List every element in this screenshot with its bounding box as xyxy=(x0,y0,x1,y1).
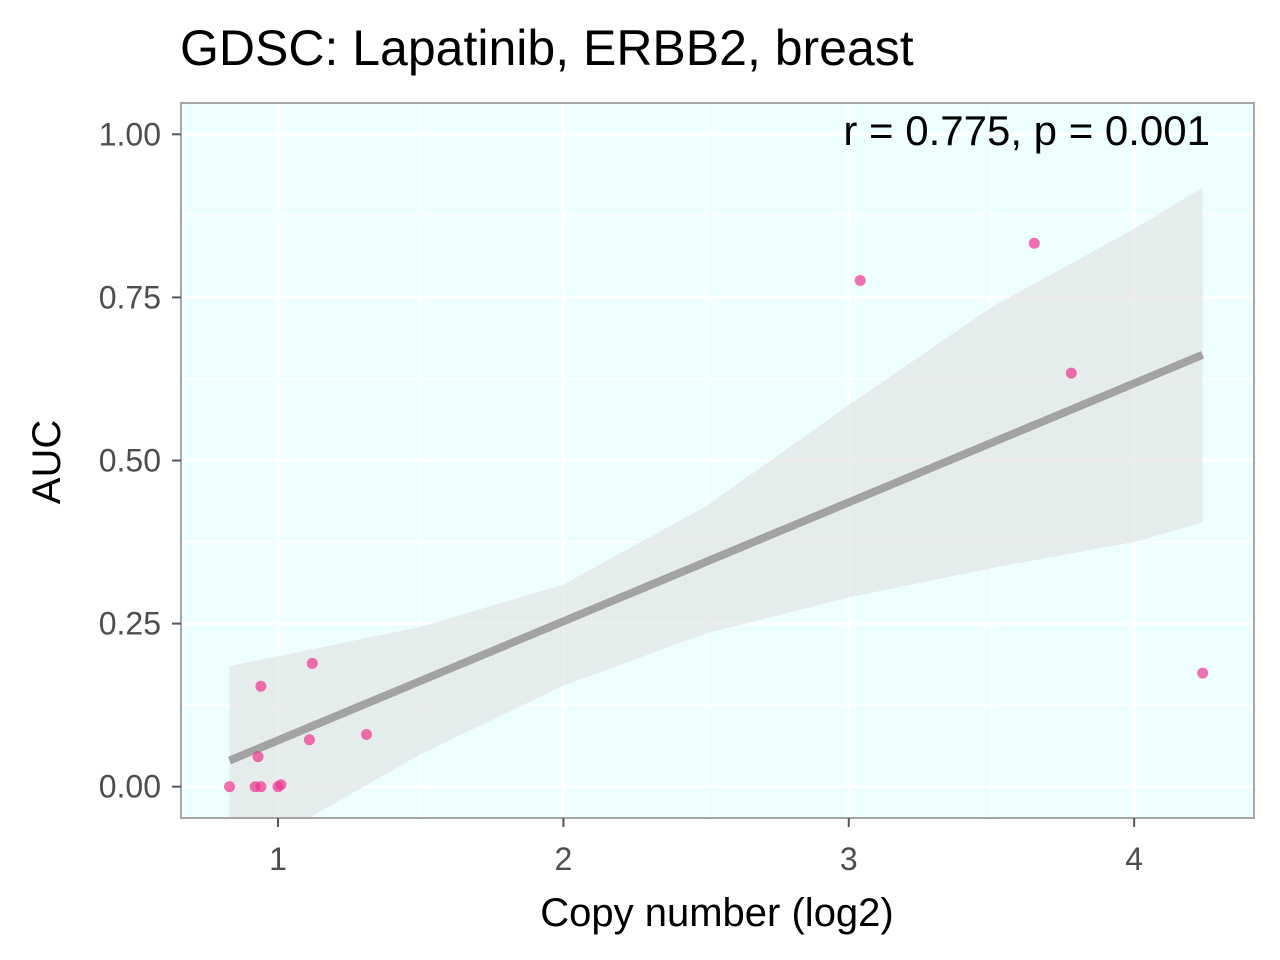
data-points xyxy=(224,237,1209,793)
x-axis: 1 2 3 4 xyxy=(269,818,1143,877)
y-axis-title: AUC xyxy=(25,420,69,504)
data-point-13 xyxy=(1065,367,1077,379)
y-axis: 0.00 0.25 0.50 0.75 1.00 xyxy=(99,116,181,805)
y-tick-label: 0.25 xyxy=(99,606,161,642)
data-point-9 xyxy=(306,657,318,669)
x-tick-label: 3 xyxy=(840,841,858,877)
data-point-7 xyxy=(275,779,287,791)
x-axis-title: Copy number (log2) xyxy=(540,891,894,935)
y-tick-label: 0.50 xyxy=(99,443,161,479)
y-tick-label: 0.00 xyxy=(99,769,161,805)
data-point-14 xyxy=(1197,667,1209,679)
data-point-10 xyxy=(360,728,372,740)
y-tick-label: 1.00 xyxy=(99,116,161,152)
chart-title: GDSC: Lapatinib, ERBB2, breast xyxy=(180,20,914,76)
regression-line xyxy=(227,351,1205,765)
data-point-12 xyxy=(1028,237,1040,249)
data-point-4 xyxy=(252,751,264,763)
data-point-3 xyxy=(255,781,267,793)
correlation-annotation: r = 0.775, p = 0.001 xyxy=(843,107,1210,154)
x-tick-label: 1 xyxy=(269,841,287,877)
data-point-5 xyxy=(255,680,267,692)
x-tick-label: 4 xyxy=(1125,841,1143,877)
x-tick-label: 2 xyxy=(555,841,573,877)
data-point-1 xyxy=(224,781,236,793)
y-tick-label: 0.75 xyxy=(99,279,161,315)
data-point-8 xyxy=(303,734,315,746)
data-point-11 xyxy=(854,274,866,286)
